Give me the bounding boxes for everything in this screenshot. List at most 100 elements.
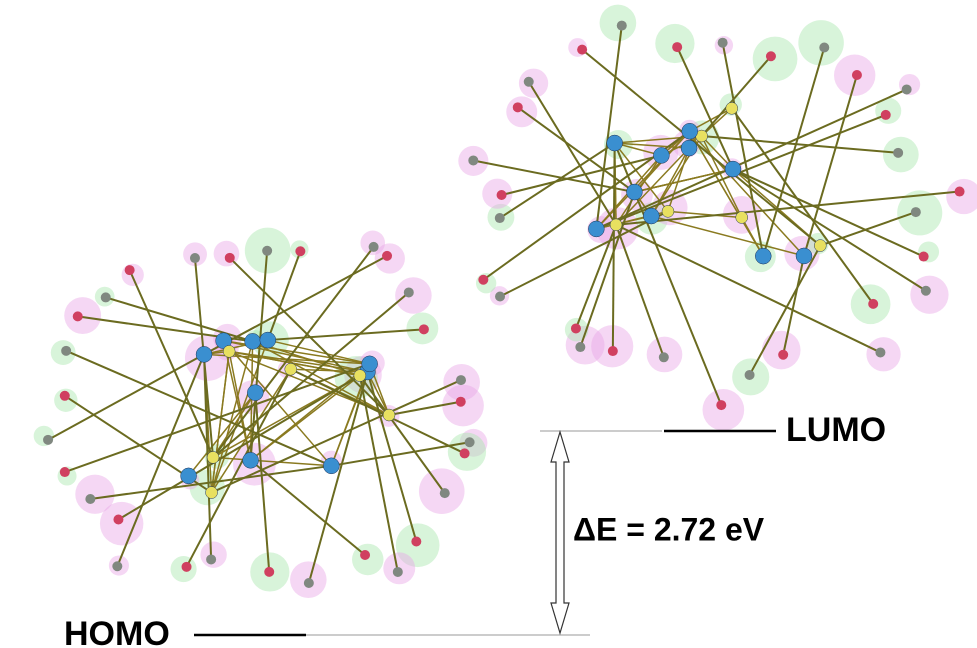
atom <box>85 494 95 504</box>
gap-arrow <box>551 432 569 633</box>
lumo-label: LUMO <box>786 411 886 449</box>
atom <box>672 42 682 52</box>
atom <box>295 246 305 256</box>
atom <box>766 51 776 61</box>
atom <box>955 187 965 197</box>
atom <box>575 342 585 352</box>
atom <box>383 409 395 421</box>
atom <box>726 102 738 114</box>
atom <box>524 77 534 87</box>
atom <box>819 42 829 52</box>
atom <box>643 208 659 224</box>
atom <box>716 400 726 410</box>
orbital-lobe <box>762 331 801 370</box>
bond <box>596 26 621 229</box>
atom <box>736 211 748 223</box>
orbital-lobe <box>395 277 432 314</box>
atom <box>125 265 135 275</box>
figure: LUMO HOMO ΔE = 2.72 eV <box>0 0 977 648</box>
atom <box>264 567 274 577</box>
atom <box>868 299 878 309</box>
atom <box>206 554 216 564</box>
atom <box>495 291 505 301</box>
atom <box>323 458 339 474</box>
atom <box>626 184 642 200</box>
atom <box>285 363 297 375</box>
atom <box>653 147 669 163</box>
orbital-lobe <box>506 96 537 127</box>
atom <box>382 251 392 261</box>
orbital-lobe <box>519 69 548 98</box>
atom <box>440 488 450 498</box>
atom <box>465 437 475 447</box>
atom <box>60 391 70 401</box>
bond <box>733 169 926 291</box>
atom <box>814 240 826 252</box>
atom <box>911 207 921 217</box>
atom <box>456 397 466 407</box>
gap-label: ΔE = 2.72 eV <box>573 511 765 547</box>
orbital-lobe <box>910 276 948 314</box>
atom <box>73 311 83 321</box>
atom <box>304 578 314 588</box>
atom <box>43 435 53 445</box>
atom <box>588 221 604 237</box>
homo-label: HOMO <box>64 615 170 648</box>
bond <box>117 354 204 566</box>
atom <box>662 205 674 217</box>
atom <box>101 292 111 302</box>
atom <box>113 514 123 524</box>
atom <box>393 567 403 577</box>
atom <box>607 135 623 151</box>
atom <box>745 370 755 380</box>
atom <box>495 213 505 223</box>
bond <box>500 211 668 296</box>
atom <box>456 375 466 385</box>
atom <box>247 385 263 401</box>
atom <box>921 286 931 296</box>
atom <box>718 38 728 48</box>
atom <box>181 468 197 484</box>
atom <box>478 275 488 285</box>
atom <box>755 248 771 264</box>
atom <box>262 246 272 256</box>
bond <box>268 329 424 340</box>
atom <box>571 323 581 333</box>
atom <box>725 161 741 177</box>
atom <box>608 346 618 356</box>
atom <box>362 356 378 372</box>
bond <box>529 82 616 225</box>
bond <box>702 56 771 136</box>
atom <box>223 345 235 357</box>
atom <box>778 350 788 360</box>
atom <box>369 242 379 252</box>
bond <box>804 75 857 256</box>
bond <box>820 212 916 246</box>
atom <box>243 452 259 468</box>
atom <box>404 287 414 297</box>
orbital-lobe <box>946 179 977 214</box>
atom <box>468 155 478 165</box>
atom <box>112 561 122 571</box>
atom <box>902 84 912 94</box>
atom <box>206 487 218 499</box>
atom <box>182 562 192 572</box>
atom <box>577 45 587 55</box>
atom <box>659 352 669 362</box>
orbital-lobe <box>703 389 745 431</box>
atom <box>893 148 903 158</box>
atom <box>796 248 812 264</box>
atom <box>245 333 261 349</box>
atom <box>354 370 366 382</box>
atom <box>460 448 470 458</box>
atom <box>61 346 71 356</box>
orbital-lobe <box>75 475 114 514</box>
atom <box>60 467 70 477</box>
atom <box>919 252 929 262</box>
bond <box>106 297 253 341</box>
molecule-renderings <box>34 5 977 598</box>
atom <box>360 550 370 560</box>
atom <box>411 537 421 547</box>
atom <box>260 332 276 348</box>
atom <box>617 21 627 31</box>
